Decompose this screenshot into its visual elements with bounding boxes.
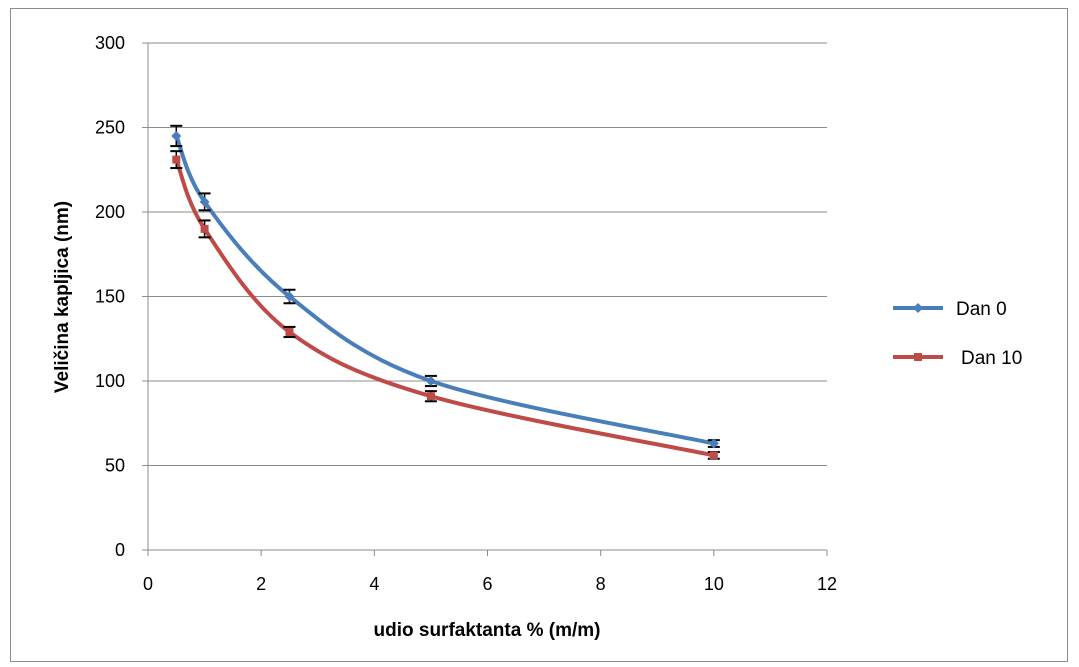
x-tick-labels: 0 2 4 6 8 10 12 [143, 574, 837, 594]
x-tick-label-10: 10 [704, 574, 724, 594]
y-tick-label-0: 0 [115, 540, 125, 560]
y-tick-label-50: 50 [105, 456, 125, 476]
y-tick-label-200: 200 [95, 202, 125, 222]
error-bars [170, 124, 720, 460]
series-line-dan-0 [174, 133, 716, 446]
legend-item-dan-0: Dan 0 [893, 299, 1007, 320]
y-tick-label-150: 150 [95, 287, 125, 307]
point-dan-0-4 [708, 438, 719, 449]
y-tick-label-300: 300 [95, 33, 125, 53]
point-dan-10-2 [285, 327, 294, 336]
axes [142, 42, 828, 556]
point-dan-10-0 [172, 155, 181, 164]
x-tick-label-12: 12 [817, 574, 837, 594]
y-tick-label-100: 100 [95, 371, 125, 391]
point-dan-0-1 [199, 196, 210, 207]
x-tick-label-4: 4 [369, 574, 379, 594]
legend-label-dan-10: Dan 10 [961, 348, 1022, 369]
chart-frame [10, 8, 1068, 662]
point-dan-10-1 [200, 224, 209, 233]
legend: Dan 0 Dan 10 [893, 299, 1022, 369]
x-tick-label-2: 2 [256, 574, 266, 594]
x-tick-label-6: 6 [482, 574, 492, 594]
data-markers [171, 130, 719, 460]
series-lines [174, 133, 716, 458]
x-tick-label-0: 0 [143, 574, 153, 594]
legend-item-dan-10: Dan 10 [893, 348, 1022, 369]
point-dan-0-3 [425, 376, 436, 386]
legend-marker-dan-0 [913, 303, 923, 313]
y-tick-label-250: 250 [95, 118, 125, 138]
point-dan-0-2 [284, 291, 295, 302]
x-axis-title: udio surfaktanta % (m/m) [374, 620, 601, 641]
x-tick-label-8: 8 [596, 574, 606, 594]
point-dan-10-3 [426, 392, 435, 401]
point-dan-10-4 [709, 451, 718, 460]
point-dan-0-0 [171, 130, 182, 141]
legend-label-dan-0: Dan 0 [956, 299, 1007, 320]
legend-marker-dan-10 [914, 353, 922, 361]
y-axis-title: Veličina kapljica (nm) [52, 201, 73, 393]
y-tick-labels: 0 50 100 150 200 250 300 [95, 33, 125, 560]
series-line-dan-10 [174, 157, 716, 458]
gridlines [148, 42, 827, 466]
